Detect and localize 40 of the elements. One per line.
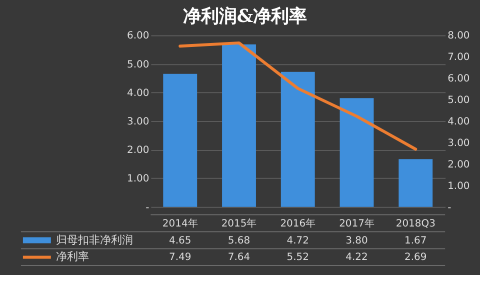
data-label: 4.22 <box>346 252 368 264</box>
bar <box>163 74 198 207</box>
data-label: 1.67 <box>404 235 427 246</box>
x-tick-label: 2018Q3 <box>396 218 436 230</box>
bar <box>340 98 374 207</box>
data-label: 3.80 <box>346 235 368 246</box>
bar <box>280 72 315 207</box>
y-tick-label: 3.00 <box>126 116 150 128</box>
y2-tick-label: 6.00 <box>448 74 470 85</box>
bar <box>398 159 433 207</box>
data-label: 5.68 <box>228 235 250 246</box>
y-tick-label: 5.00 <box>126 59 150 70</box>
y2-tick-label: 1.00 <box>448 180 470 192</box>
bar <box>222 44 256 207</box>
chart-title: 净利润&净利率 <box>182 6 308 28</box>
data-label: 4.72 <box>286 235 309 246</box>
y-tick-label: 1.00 <box>126 174 150 185</box>
x-tick-label: 2017年 <box>339 217 374 230</box>
y2-tick-label: 3.00 <box>448 138 470 149</box>
x-tick-label: 2014年 <box>162 217 198 230</box>
data-label: 2.69 <box>404 252 427 264</box>
x-tick-label: 2016年 <box>280 217 316 230</box>
y2-tick-label: 5.00 <box>448 95 470 106</box>
legend-label: 净利率 <box>56 250 89 264</box>
y2-tick-label: 8.00 <box>448 30 470 42</box>
y2-tick-label: 2.00 <box>448 159 470 170</box>
y-tick-label: - <box>146 202 150 214</box>
legend-label: 归母扣非净利润 <box>56 233 133 246</box>
line-series <box>178 41 418 151</box>
y-tick-label: 4.00 <box>126 88 150 99</box>
data-label: 4.65 <box>169 235 192 246</box>
data-label: 5.52 <box>286 252 309 264</box>
y2-tick-label: 4.00 <box>448 116 470 128</box>
y-tick-label: 2.00 <box>126 145 150 156</box>
x-tick-label: 2015年 <box>221 217 257 230</box>
data-label: 7.64 <box>228 252 250 264</box>
y2-tick-label: 7.00 <box>448 52 470 64</box>
y-tick-label: 6.00 <box>126 30 150 42</box>
y2-tick-label: - <box>448 202 452 214</box>
data-label: 7.49 <box>169 252 192 264</box>
